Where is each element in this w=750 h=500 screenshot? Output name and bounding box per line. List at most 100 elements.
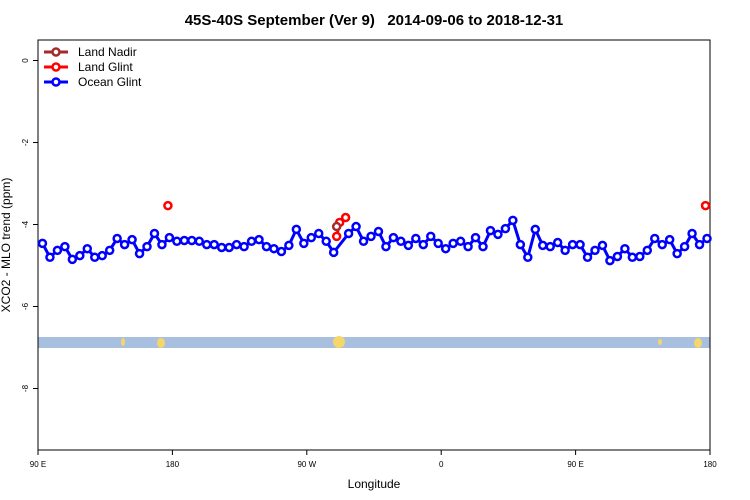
- data-point: [523, 252, 533, 263]
- data-point: [224, 242, 234, 253]
- data-point: [388, 232, 399, 243]
- data-point: [187, 235, 197, 246]
- data-point: [575, 239, 585, 250]
- data-point: [508, 215, 518, 226]
- data-point: [291, 224, 302, 235]
- legend-marker: [51, 47, 61, 57]
- data-point: [351, 221, 361, 232]
- land-blob: [333, 336, 345, 348]
- data-point: [463, 241, 473, 252]
- chart-title: 45S-40S September (Ver 9) 2014-09-06 to …: [185, 12, 564, 29]
- data-point: [560, 245, 570, 256]
- y-tick-label: -4: [21, 220, 30, 228]
- data-point: [485, 225, 496, 236]
- data-point: [201, 239, 212, 250]
- data-point: [381, 241, 391, 252]
- series: [37, 215, 712, 266]
- data-point: [276, 246, 287, 257]
- data-point: [104, 245, 115, 256]
- ocean-strip: [38, 337, 710, 348]
- data-point: [597, 240, 608, 251]
- data-point: [194, 236, 205, 247]
- data-point: [433, 238, 443, 249]
- data-point: [620, 243, 630, 254]
- data-point: [321, 236, 331, 247]
- y-tick-label: -2: [21, 138, 30, 146]
- data-point: [642, 245, 653, 256]
- plot-frame: [37, 39, 711, 451]
- data-point: [567, 239, 578, 250]
- data-point: [649, 233, 660, 244]
- data-point: [448, 238, 458, 249]
- data-point: [261, 241, 272, 252]
- legend-marker: [51, 77, 61, 87]
- land-blob: [157, 338, 165, 348]
- data-point: [163, 200, 173, 211]
- x-axis-label: Longitude: [348, 477, 401, 491]
- y-axis-label: XCO2 - MLO trend (ppm): [0, 178, 13, 313]
- data-point: [328, 247, 339, 258]
- legend-label: Land Nadir: [78, 45, 137, 59]
- data-point: [702, 233, 712, 244]
- data-point: [396, 236, 406, 247]
- data-point: [590, 245, 600, 256]
- data-point: [127, 234, 137, 245]
- data-point: [60, 241, 70, 252]
- data-point: [306, 232, 317, 243]
- data-point: [82, 243, 93, 254]
- data-point: [694, 239, 705, 250]
- data-point: [403, 240, 414, 251]
- data-point: [582, 252, 593, 263]
- data-point: [687, 228, 697, 239]
- data-point: [373, 226, 384, 237]
- surface-strip: [38, 336, 710, 348]
- data-point: [179, 235, 190, 246]
- land-blob: [658, 339, 662, 345]
- data-point: [75, 250, 85, 261]
- data-point: [500, 223, 511, 234]
- data-point: [239, 241, 249, 252]
- data-point: [172, 236, 182, 247]
- data-point: [418, 239, 429, 250]
- x-tick-label: 90 E: [30, 460, 46, 469]
- data-point: [231, 239, 242, 250]
- x-tick-label: 180: [703, 460, 717, 469]
- data-point: [545, 241, 555, 252]
- data-point: [67, 254, 78, 265]
- data-point: [149, 228, 160, 239]
- y-tick-label: 0: [21, 58, 30, 63]
- data-point: [627, 252, 638, 263]
- data-point: [366, 231, 376, 242]
- data-point: [37, 238, 48, 249]
- y-tick-label: -6: [21, 302, 30, 310]
- data-point: [269, 243, 279, 254]
- data-point: [254, 234, 264, 245]
- data-point: [209, 239, 219, 250]
- data-point: [635, 251, 645, 262]
- data-point: [313, 228, 324, 239]
- x-tick-label: 90 W: [297, 460, 316, 469]
- data-point: [331, 231, 342, 242]
- data-point: [112, 233, 122, 244]
- data-point: [134, 248, 145, 259]
- data-point: [478, 241, 488, 252]
- data-point: [530, 224, 541, 235]
- y-tick-label: -8: [21, 384, 30, 392]
- data-point: [89, 252, 100, 263]
- data-point: [331, 221, 342, 232]
- land-blob: [121, 338, 125, 346]
- series: [331, 221, 342, 232]
- data-point: [142, 241, 152, 252]
- data-point: [299, 238, 309, 249]
- data-point: [657, 239, 667, 250]
- legend-label: Ocean Glint: [78, 75, 142, 89]
- data-point: [612, 251, 623, 262]
- data-point: [358, 236, 369, 247]
- data-point: [493, 229, 503, 240]
- data-point: [411, 233, 421, 244]
- x-tick-label: 180: [166, 460, 180, 469]
- data-point: [537, 240, 548, 251]
- data-point: [97, 250, 107, 261]
